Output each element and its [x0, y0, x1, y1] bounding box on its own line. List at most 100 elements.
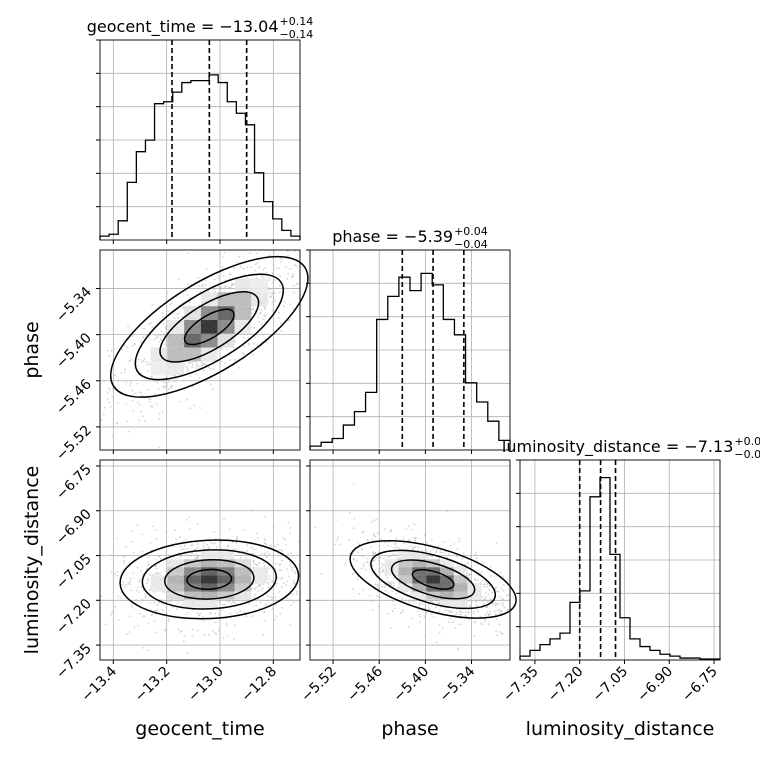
scatter-point	[383, 585, 386, 588]
scatter-point	[127, 430, 130, 433]
scatter-point	[183, 634, 186, 637]
scatter-point	[217, 277, 220, 279]
scatter-point	[362, 589, 365, 592]
scatter-point	[155, 529, 158, 531]
scatter-point	[349, 511, 351, 514]
scatter-point	[339, 543, 342, 546]
scatter-point	[220, 347, 223, 350]
scatter-point	[147, 370, 149, 372]
scatter-point	[226, 600, 229, 603]
scatter-point	[176, 608, 179, 611]
scatter-point	[268, 553, 271, 555]
scatter-point	[158, 341, 161, 344]
density-cell	[234, 320, 252, 334]
scatter-point	[207, 366, 210, 369]
scatter-point	[257, 316, 259, 318]
contour-level-4	[119, 539, 300, 620]
scatter-point	[482, 561, 485, 564]
scatter-point	[427, 607, 430, 610]
scatter-point	[260, 275, 263, 278]
scatter-point	[253, 548, 256, 551]
scatter-point	[136, 566, 139, 569]
scatter-point	[294, 250, 297, 253]
scatter-point	[452, 621, 454, 624]
scatter-point	[411, 617, 414, 620]
scatter-point	[336, 539, 339, 542]
scatter-point	[374, 552, 377, 554]
scatter-point	[376, 583, 379, 586]
scatter-point	[370, 546, 372, 548]
density-cell	[200, 347, 218, 362]
scatter-point	[252, 604, 255, 607]
density-cell	[184, 599, 201, 608]
scatter-point	[408, 601, 411, 604]
scatter-point	[141, 415, 144, 417]
scatter-point	[262, 333, 265, 336]
scatter-point	[157, 335, 160, 337]
scatter-point	[219, 289, 222, 291]
scatter-point	[204, 279, 206, 281]
scatter-point	[432, 616, 435, 619]
scatter-point	[129, 577, 132, 580]
scatter-point	[439, 551, 442, 554]
scatter-point	[495, 603, 498, 606]
scatter-point	[264, 553, 266, 555]
scatter-point	[409, 593, 412, 595]
scatter-point	[438, 624, 441, 626]
scatter-point	[211, 388, 214, 390]
scatter-point	[484, 599, 487, 601]
scatter-point	[174, 529, 177, 532]
scatter-point	[381, 567, 383, 569]
scatter-point	[132, 572, 135, 574]
scatter-point	[195, 553, 198, 556]
scatter-point	[270, 544, 272, 547]
scatter-point	[126, 633, 128, 635]
scatter-point	[121, 348, 123, 351]
scatter-point	[253, 326, 255, 329]
scatter-point	[413, 537, 416, 540]
scatter-point	[142, 360, 145, 362]
scatter-point	[278, 284, 281, 287]
scatter-point	[219, 540, 222, 543]
axes-frame	[99, 459, 301, 661]
scatter-point	[203, 547, 206, 550]
scatter-point	[489, 613, 491, 616]
scatter-point	[127, 582, 130, 584]
scatter-point	[219, 610, 222, 612]
scatter-point	[223, 603, 226, 606]
scatter-point	[225, 624, 228, 627]
scatter-point	[377, 569, 380, 572]
scatter-point	[188, 554, 191, 557]
density-cell	[412, 575, 427, 584]
scatter-point	[164, 325, 167, 328]
scatter-point	[128, 583, 131, 586]
scatter-point	[262, 583, 264, 586]
x-tick-label: −7.05	[590, 664, 632, 706]
scatter-point	[136, 382, 139, 385]
scatter-point	[472, 610, 475, 612]
scatter-point	[281, 549, 284, 552]
scatter-point	[262, 276, 265, 279]
scatter-point	[233, 624, 236, 627]
scatter-point	[131, 605, 134, 608]
density-cell	[234, 306, 252, 320]
scatter-point	[153, 620, 156, 623]
scatter-point	[119, 597, 121, 599]
scatter-point	[423, 534, 426, 537]
scatter-point	[177, 602, 180, 605]
scatter-point	[107, 349, 109, 352]
scatter-point	[271, 309, 274, 312]
scatter-point	[296, 590, 298, 593]
scatter-point	[280, 569, 282, 572]
scatter-point	[401, 611, 404, 614]
scatter-point	[292, 581, 295, 584]
scatter-point	[190, 361, 193, 364]
density-cell	[217, 591, 235, 600]
scatter-point	[502, 604, 504, 607]
scatter-point	[430, 613, 433, 616]
scatter-point	[191, 635, 194, 637]
scatter-point	[391, 610, 394, 613]
scatter-point	[130, 381, 132, 384]
x-tick-label: −7.35	[500, 664, 542, 706]
density-cell	[167, 320, 185, 334]
